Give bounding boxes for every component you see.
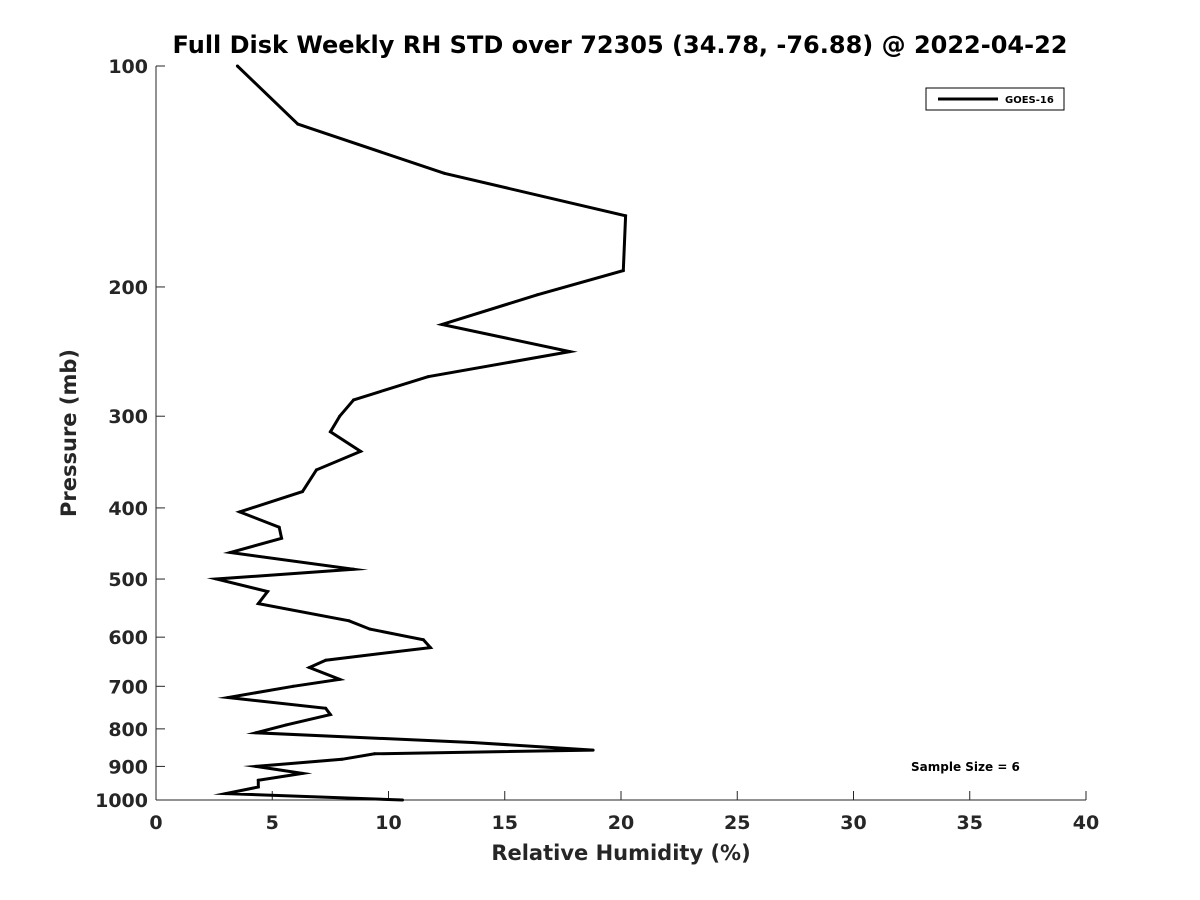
chart-title: Full Disk Weekly RH STD over 72305 (34.7… <box>173 31 1068 59</box>
y-tick-label: 100 <box>108 56 148 78</box>
data-point <box>254 764 258 768</box>
data-point <box>301 490 304 494</box>
data-point <box>328 713 332 717</box>
legend-label-goes-16: GOES-16 <box>1005 95 1054 106</box>
x-tick-label: 20 <box>608 812 634 834</box>
data-point <box>338 414 342 418</box>
data-point <box>307 666 311 669</box>
data-point <box>314 468 318 472</box>
x-tick-label: 30 <box>840 812 866 834</box>
data-point <box>214 577 218 581</box>
data-point <box>621 269 625 273</box>
series-layer <box>206 64 628 802</box>
data-point <box>568 350 572 354</box>
data-point <box>284 723 288 727</box>
x-tick-label: 0 <box>149 812 162 834</box>
data-point <box>373 752 377 756</box>
data-point <box>291 684 295 688</box>
data-point <box>256 602 260 606</box>
data-point <box>296 122 300 126</box>
data-point <box>352 567 356 571</box>
data-point <box>226 696 230 699</box>
data-point <box>624 214 628 218</box>
data-point <box>340 757 344 761</box>
data-point <box>442 171 446 175</box>
data-point <box>224 792 228 796</box>
data-point <box>428 646 432 650</box>
data-point <box>228 551 232 554</box>
data-point <box>301 771 304 775</box>
data-point <box>266 590 270 593</box>
series-line-goes-16 <box>206 64 628 802</box>
data-point <box>280 536 284 540</box>
data-point <box>328 430 332 434</box>
y-tick-label: 300 <box>108 406 148 428</box>
data-point <box>324 706 328 710</box>
data-point <box>256 778 260 782</box>
y-tick-label: 500 <box>108 569 148 591</box>
x-tick-label: 25 <box>724 812 750 834</box>
x-tick-label: 5 <box>266 812 279 834</box>
data-point <box>368 627 372 631</box>
data-point <box>535 293 539 297</box>
y-tick-label: 700 <box>108 676 148 698</box>
data-point <box>235 64 239 68</box>
data-point <box>347 619 351 623</box>
data-point <box>401 798 404 802</box>
y-tick-label: 900 <box>108 756 148 778</box>
data-point <box>238 510 242 514</box>
y-tick-label: 400 <box>108 498 148 520</box>
data-point <box>470 741 474 744</box>
data-point <box>352 398 356 402</box>
x-tick-label: 35 <box>957 812 983 834</box>
y-tick-label: 600 <box>108 627 148 649</box>
data-point <box>359 449 363 453</box>
legend: GOES-16 <box>925 87 1065 111</box>
x-tick-label: 40 <box>1073 812 1099 834</box>
data-point <box>254 731 258 735</box>
data-point <box>277 525 281 529</box>
x-axis-ticks: 0 5 10 15 20 25 30 35 40 <box>149 791 1099 834</box>
data-point <box>421 638 425 642</box>
y-axis-ticks: 100 200 300 400 500 600 700 800 900 1000 <box>95 56 165 812</box>
y-tick-label: 1000 <box>95 790 148 812</box>
data-point <box>440 323 444 326</box>
sample-size-annotation: Sample Size = 6 <box>911 760 1020 774</box>
data-point <box>256 785 260 789</box>
data-point <box>426 375 430 379</box>
y-axis-label: Pressure (mb) <box>57 349 81 517</box>
data-point <box>338 677 342 681</box>
data-point <box>324 658 328 662</box>
x-tick-label: 10 <box>375 812 401 834</box>
y-tick-label: 800 <box>108 719 148 741</box>
y-tick-label: 200 <box>108 277 148 299</box>
x-axis-label: Relative Humidity (%) <box>491 841 750 865</box>
data-point <box>591 748 595 752</box>
x-tick-label: 15 <box>492 812 518 834</box>
